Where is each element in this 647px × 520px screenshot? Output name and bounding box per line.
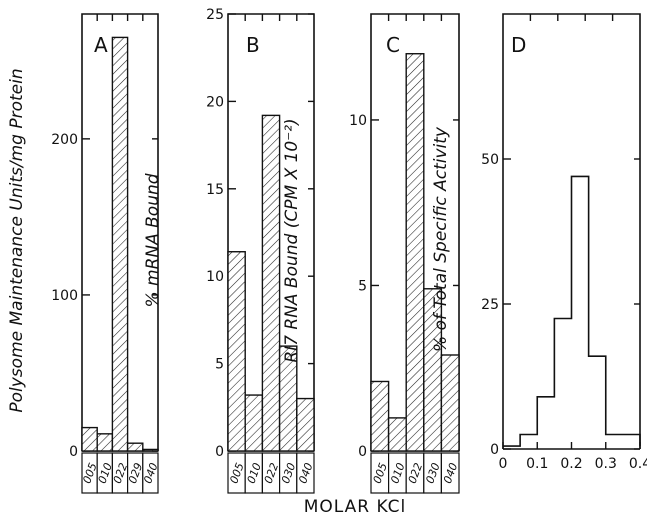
panel-c-bar: [440, 354, 460, 452]
panel-b-y-axis-title: % mRNA Bound: [143, 173, 163, 307]
panel-d-x-tick-label: 0.1: [526, 456, 548, 472]
panel-a-y-axis-title: Polysome Maintenance Units/mg Protein: [7, 68, 27, 412]
panel-d-x-tick-label: 0: [499, 456, 508, 472]
panel-c-bar: [405, 53, 425, 452]
panel-d-x-tick-label: 0.3: [595, 456, 617, 472]
panel-b-bar: [296, 397, 315, 452]
panel-c-y-tick-label: 5: [358, 278, 367, 294]
panel-b-frame: [227, 13, 315, 451]
panel-a-letter: A: [94, 33, 108, 57]
panel-d-y-tick-label: 50: [481, 152, 499, 168]
panel-a-bar: [81, 426, 98, 452]
panel-b-y-tick-label: 5: [215, 357, 224, 373]
panel-d-y-tick-label: 0: [490, 442, 499, 458]
panel-a-category-box: [142, 452, 159, 494]
panel-a-y-tick-label: 200: [51, 132, 78, 148]
panel-a-y-tick-label: 0: [69, 444, 78, 460]
panel-b-bar: [261, 114, 281, 452]
panel-c-frame: [370, 13, 460, 451]
panel-b-bar: [244, 394, 264, 452]
panel-b-y-tick-label: 15: [206, 182, 224, 198]
panel-b-y-tick-label: 10: [206, 269, 224, 285]
panel-b-bar: [227, 251, 246, 452]
panel-d-y-axis-title: % of Total Specific Activity: [431, 126, 451, 352]
panel-c-y-axis-title: RI7 RNA Bound (CPM X 10⁻²): [282, 118, 302, 362]
panel-a-bar: [142, 448, 159, 452]
panel-b-category-box: [296, 452, 315, 494]
panel-d-x-tick-label: 0.4: [629, 456, 647, 472]
panel-d-x-tick-label: 0.2: [560, 456, 582, 472]
panel-d-frame: [502, 13, 641, 449]
panel-a-y-tick-label: 100: [51, 288, 78, 304]
panel-c-y-tick-label: 0: [358, 444, 367, 460]
panel-d-y-tick-label: 25: [481, 297, 499, 313]
panel-b-letter: B: [246, 33, 260, 57]
panel-c-y-tick-label: 10: [349, 113, 367, 129]
panel-b-y-tick-label: 0: [215, 444, 224, 460]
panel-a-bar: [126, 442, 144, 452]
panel-c-bar: [370, 380, 390, 452]
panel-a-bar: [96, 433, 114, 452]
panel-c-bar: [387, 417, 407, 452]
panel-d-step-line: [503, 175, 641, 447]
panel-c-letter: C: [386, 33, 400, 57]
panel-b-y-tick-label: 25: [206, 7, 224, 23]
panel-c-category-box: [440, 452, 460, 494]
panel-a-bar: [111, 36, 129, 452]
panel-d-letter: D: [511, 33, 526, 57]
panel-b-y-tick-label: 20: [206, 94, 224, 110]
panel-a-frame: [81, 13, 159, 451]
x-axis-title: MOLAR KCl: [304, 497, 407, 517]
